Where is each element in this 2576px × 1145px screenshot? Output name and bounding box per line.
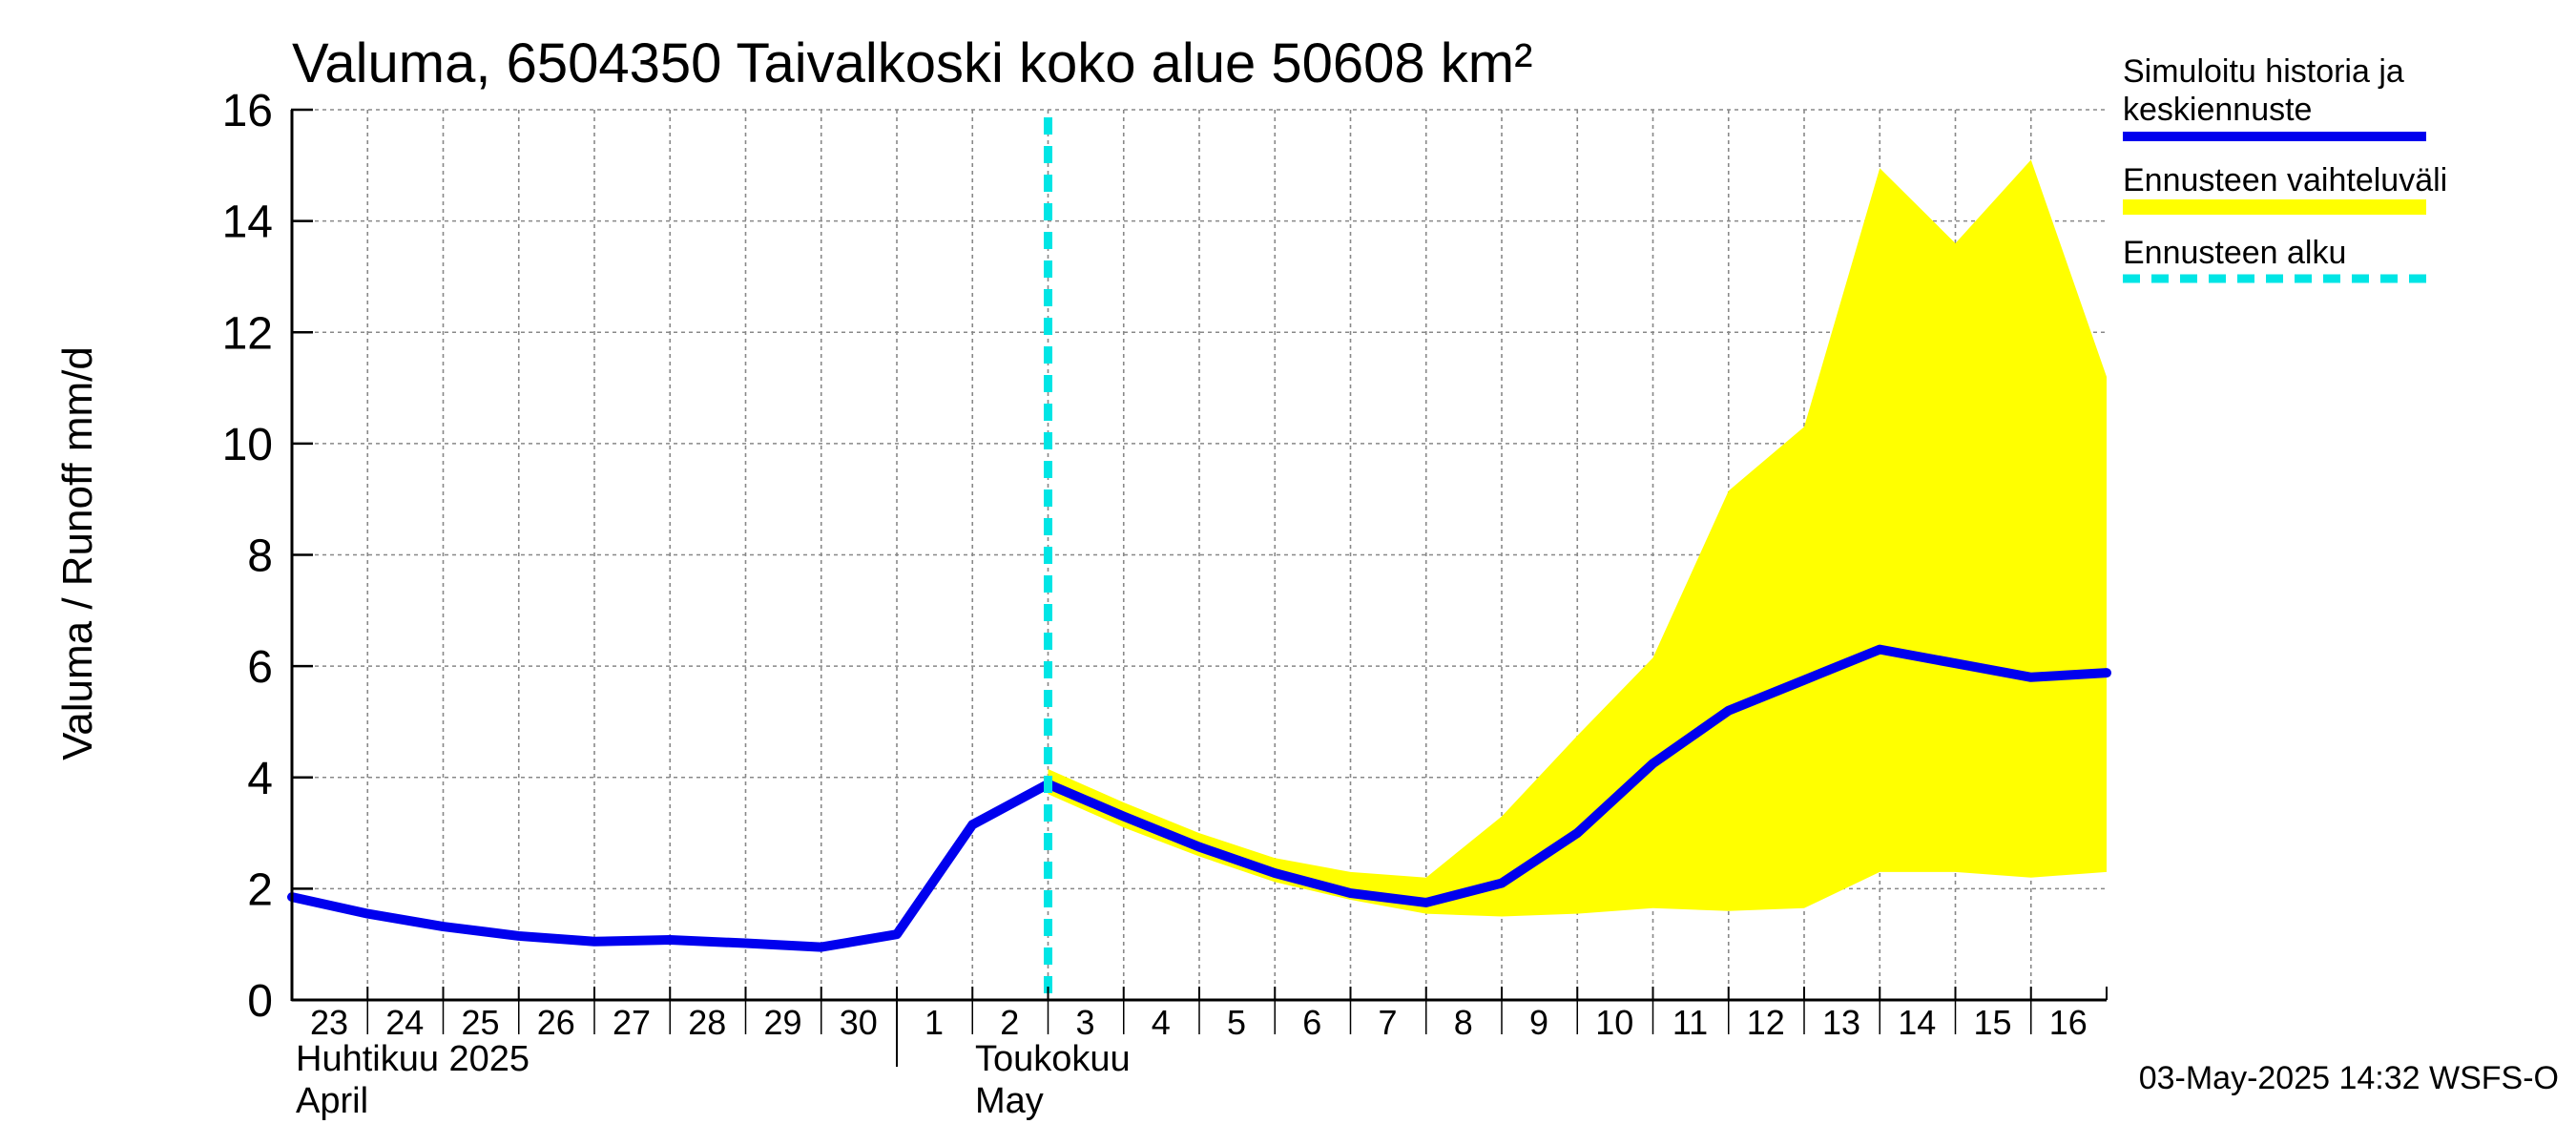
x-day-label: 6 xyxy=(1302,1003,1321,1042)
x-day-label: 28 xyxy=(688,1003,726,1042)
month-label-en: April xyxy=(296,1081,368,1121)
month-label: Toukokuu xyxy=(975,1039,1131,1079)
x-day-label: 5 xyxy=(1227,1003,1246,1042)
x-day-label: 14 xyxy=(1898,1003,1936,1042)
x-day-label: 11 xyxy=(1672,1003,1708,1042)
y-tick-label: 4 xyxy=(247,754,273,804)
y-tick-label: 10 xyxy=(222,420,273,470)
y-tick-label: 12 xyxy=(222,308,273,359)
x-day-label: 10 xyxy=(1595,1003,1633,1042)
axes xyxy=(290,108,2108,1067)
x-day-label: 4 xyxy=(1152,1003,1171,1042)
x-day-label: 12 xyxy=(1747,1003,1785,1042)
legend-history-label-line2: keskiennuste xyxy=(2123,92,2312,128)
timestamp: 03-May-2025 14:32 WSFS-O xyxy=(2139,1060,2559,1096)
x-day-label: 23 xyxy=(310,1003,348,1042)
x-day-label: 1 xyxy=(924,1003,944,1042)
y-tick-label: 0 xyxy=(247,976,273,1027)
legend: Simuloitu historia ja keskiennuste Ennus… xyxy=(2123,53,2447,283)
x-day-label: 3 xyxy=(1075,1003,1094,1042)
x-day-label: 2 xyxy=(1000,1003,1019,1042)
y-tick-label: 16 xyxy=(222,86,273,136)
x-day-label: 30 xyxy=(840,1003,878,1042)
legend-range-label: Ennusteen vaihteluväli xyxy=(2123,162,2447,198)
range-polygon xyxy=(1048,159,2107,917)
chart-title: Valuma, 6504350 Taivalkoski koko alue 50… xyxy=(292,32,1532,94)
y-tick-label: 2 xyxy=(247,864,273,915)
month-label: Huhtikuu 2025 xyxy=(296,1039,530,1079)
legend-history-label-line1: Simuloitu historia ja xyxy=(2123,53,2404,90)
history-polyline xyxy=(287,644,2111,952)
legend-start-label: Ennusteen alku xyxy=(2123,235,2346,271)
x-day-label: 8 xyxy=(1454,1003,1473,1042)
x-day-label: 26 xyxy=(537,1003,575,1042)
x-tick-labels: 23 24 25 26 27 28 29 30 1 2 3 4 5 6 7 8 9 10 11 12 13 14 15 16 xyxy=(310,1003,2088,1042)
x-day-label: 27 xyxy=(613,1003,651,1042)
history-forecast-line xyxy=(287,644,2111,952)
x-day-label: 13 xyxy=(1822,1003,1860,1042)
y-tick-label: 8 xyxy=(247,531,273,582)
y-tick-labels: 0 2 4 6 8 10 12 14 16 xyxy=(222,86,273,1027)
forecast-range-band xyxy=(1048,159,2107,917)
y-tick-label: 14 xyxy=(222,198,273,248)
x-day-label: 9 xyxy=(1529,1003,1548,1042)
x-day-label: 7 xyxy=(1378,1003,1397,1042)
y-axis-label: Valuma / Runoff mm/d xyxy=(54,346,101,760)
x-day-label: 24 xyxy=(385,1003,424,1042)
x-day-label: 25 xyxy=(461,1003,499,1042)
y-tick-label: 6 xyxy=(247,642,273,693)
x-day-label: 29 xyxy=(763,1003,801,1042)
x-day-label: 15 xyxy=(1973,1003,2011,1042)
x-day-label: 16 xyxy=(2049,1003,2088,1042)
month-label-en: May xyxy=(975,1081,1044,1121)
